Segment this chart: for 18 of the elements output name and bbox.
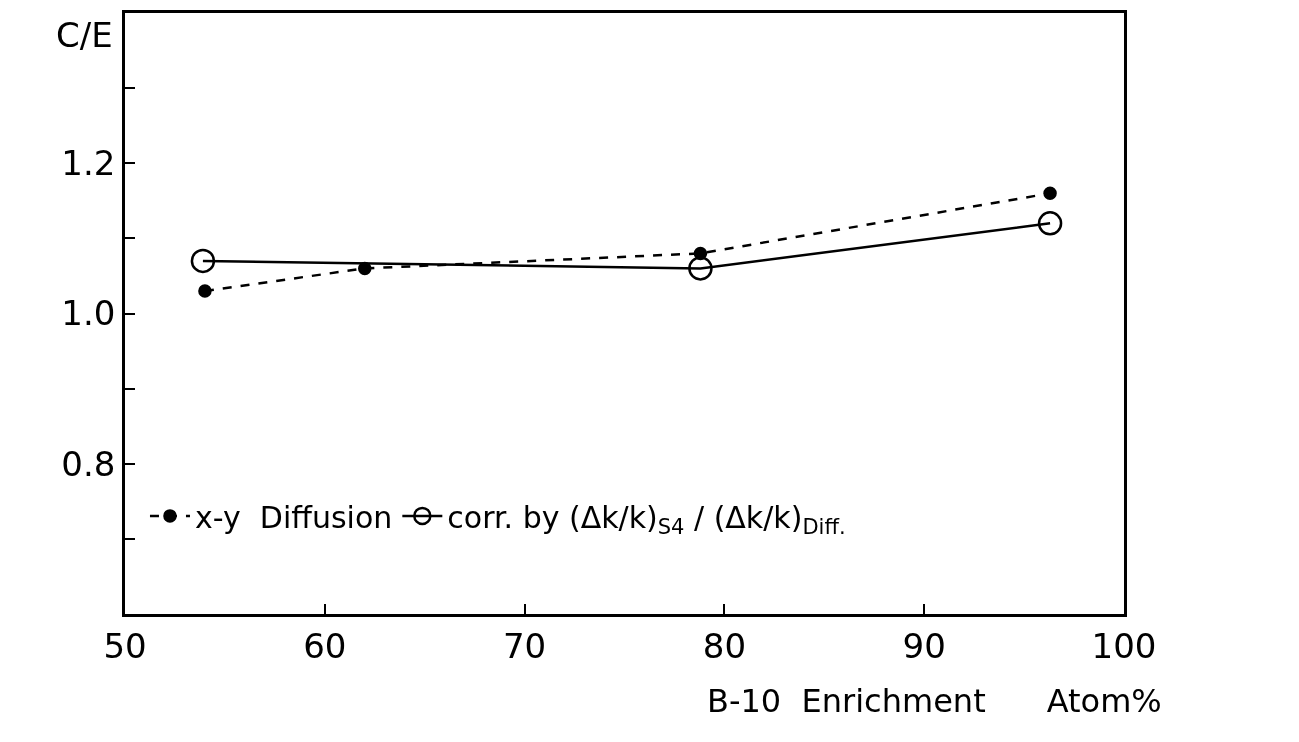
x-axis-title: B-10 Enrichment Atom%	[707, 682, 1162, 720]
point	[190, 248, 216, 274]
x-tick-label: 80	[702, 625, 747, 666]
y-tick-label: 1.2	[61, 143, 116, 184]
y-tick-label: 0.8	[61, 443, 116, 484]
x-tick-label: 90	[902, 625, 946, 666]
x-tick-label: 100	[1091, 625, 1157, 666]
point	[688, 256, 713, 281]
x-tick-label: 50	[103, 625, 147, 666]
legend-label: corr. by (Δk/k)$_{S4}$ / (Δk/k)$_{Diff.}$	[447, 499, 846, 539]
point	[1043, 186, 1057, 201]
point	[1037, 211, 1063, 236]
point	[198, 284, 212, 298]
x-tick-label: 70	[502, 625, 547, 666]
y-tick-label: 1.0	[61, 293, 116, 334]
legend-label: x-y Diffusion	[194, 499, 393, 535]
y-axis-title: C/E	[56, 15, 113, 55]
x-tick-label: 60	[303, 625, 347, 666]
